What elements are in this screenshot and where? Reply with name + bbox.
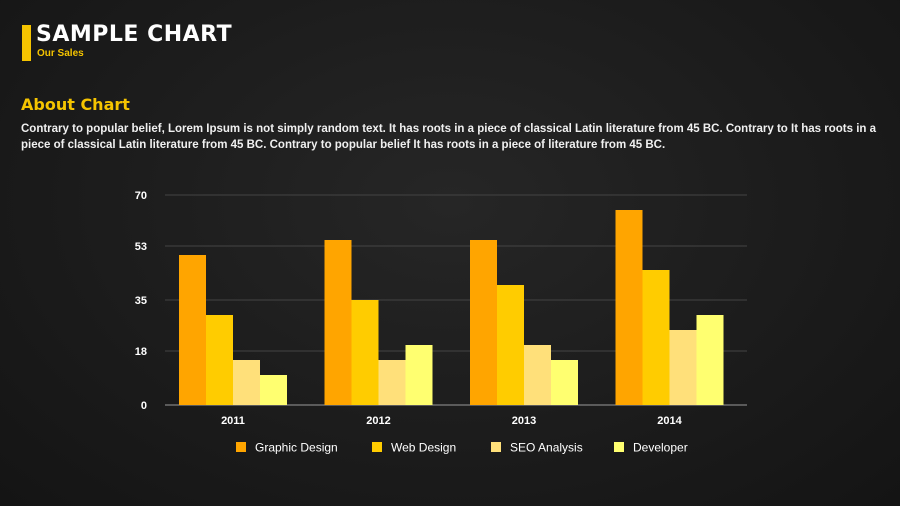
- bar-seo-analysis-2014: [669, 330, 697, 405]
- bar-developer-2011: [260, 375, 287, 405]
- bar-developer-2014: [696, 315, 724, 405]
- bar-seo-analysis-2011: [233, 360, 260, 405]
- page-subtitle: Our Sales: [37, 48, 84, 59]
- x-tick-label: 2014: [657, 415, 682, 427]
- bar-graphic-design-2011: [179, 255, 206, 405]
- y-tick-label: 35: [135, 295, 147, 307]
- legend-label: Web Design: [391, 441, 456, 455]
- bar-web-design-2012: [351, 300, 379, 405]
- page-title: SAMPLE CHART: [36, 22, 233, 47]
- bar-developer-2012: [405, 345, 433, 405]
- bar-graphic-design-2014: [615, 210, 643, 405]
- bar-seo-analysis-2012: [378, 360, 406, 405]
- y-tick-label: 53: [135, 241, 147, 253]
- legend-swatch: [614, 442, 624, 452]
- bar-web-design-2013: [497, 285, 524, 405]
- legend-label: SEO Analysis: [510, 441, 583, 455]
- x-tick-label: 2011: [221, 415, 245, 427]
- legend-label: Developer: [633, 441, 688, 455]
- bar-developer-2013: [551, 360, 578, 405]
- bar-seo-analysis-2013: [524, 345, 551, 405]
- legend-swatch: [372, 442, 382, 452]
- legend-swatch: [236, 442, 246, 452]
- x-tick-label: 2012: [366, 415, 390, 427]
- y-tick-label: 0: [141, 400, 147, 412]
- x-tick-label: 2013: [512, 415, 536, 427]
- bar-graphic-design-2013: [470, 240, 497, 405]
- y-tick-label: 18: [135, 346, 147, 358]
- y-tick-label: 70: [135, 190, 147, 202]
- title-accent-bar: [22, 25, 31, 61]
- bar-graphic-design-2012: [324, 240, 352, 405]
- bar-web-design-2011: [206, 315, 233, 405]
- about-heading: About Chart: [21, 95, 130, 114]
- legend-swatch: [491, 442, 501, 452]
- about-text: Contrary to popular belief, Lorem Ipsum …: [21, 123, 877, 151]
- bar-web-design-2014: [642, 270, 670, 405]
- legend-label: Graphic Design: [255, 441, 338, 455]
